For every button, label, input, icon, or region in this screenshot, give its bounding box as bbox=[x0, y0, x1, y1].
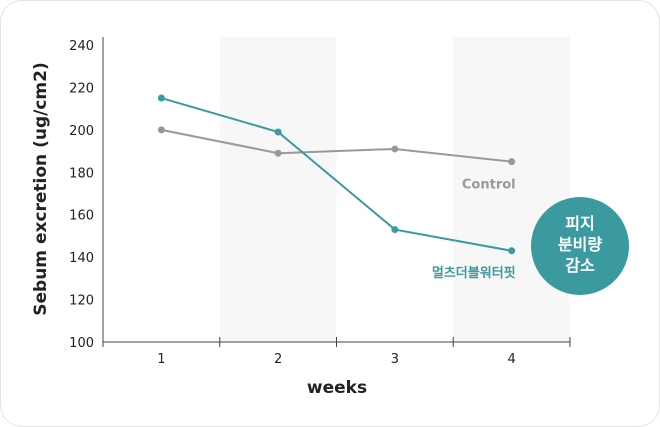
badge-text-line: 피지 bbox=[565, 214, 594, 233]
data-point bbox=[274, 128, 282, 136]
band-3 bbox=[336, 37, 454, 342]
y-tick-label: 140 bbox=[69, 251, 94, 266]
y-axis-title: Sebum excretion (ug/cm2) bbox=[31, 62, 51, 315]
badge-circle bbox=[531, 197, 629, 295]
series-label: 멀츠더블워터핏 bbox=[432, 265, 516, 281]
series-line-1 bbox=[161, 128, 512, 163]
badge-text-line: 분비량 bbox=[558, 235, 602, 254]
series-line-2 bbox=[161, 97, 512, 252]
series-lines bbox=[157, 94, 516, 255]
data-point bbox=[157, 126, 165, 134]
x-tick-label: 1 bbox=[157, 352, 165, 367]
badge-text-line: 감소 bbox=[565, 256, 595, 275]
x-tick-label: 2 bbox=[274, 352, 282, 367]
data-point bbox=[391, 226, 399, 234]
data-point bbox=[274, 149, 282, 157]
data-point bbox=[157, 94, 165, 102]
band-2 bbox=[219, 37, 337, 342]
y-tick-label: 160 bbox=[69, 209, 94, 224]
data-point bbox=[508, 247, 516, 255]
data-point bbox=[508, 158, 516, 166]
x-tick-label: 3 bbox=[391, 352, 399, 367]
y-axis: 100 120 140 160 180 200 220 240 bbox=[69, 37, 104, 351]
y-tick-label: 200 bbox=[69, 124, 94, 139]
series-label: Control bbox=[462, 178, 516, 193]
band-1 bbox=[103, 37, 220, 342]
band-4 bbox=[453, 37, 570, 342]
series-labels: Control 멀츠더블워터핏 bbox=[432, 178, 516, 281]
x-axis-title: weeks bbox=[307, 378, 367, 398]
x-axis: 1 2 3 4 bbox=[102, 337, 571, 367]
x-tick-label: 4 bbox=[507, 352, 515, 367]
y-tick-label: 220 bbox=[69, 81, 94, 96]
background-bands bbox=[103, 37, 570, 342]
data-point bbox=[391, 145, 399, 153]
y-tick-label: 180 bbox=[69, 166, 94, 181]
y-tick-label: 120 bbox=[69, 294, 94, 309]
y-tick-label: 240 bbox=[69, 39, 94, 54]
y-tick-label: 100 bbox=[69, 336, 94, 351]
